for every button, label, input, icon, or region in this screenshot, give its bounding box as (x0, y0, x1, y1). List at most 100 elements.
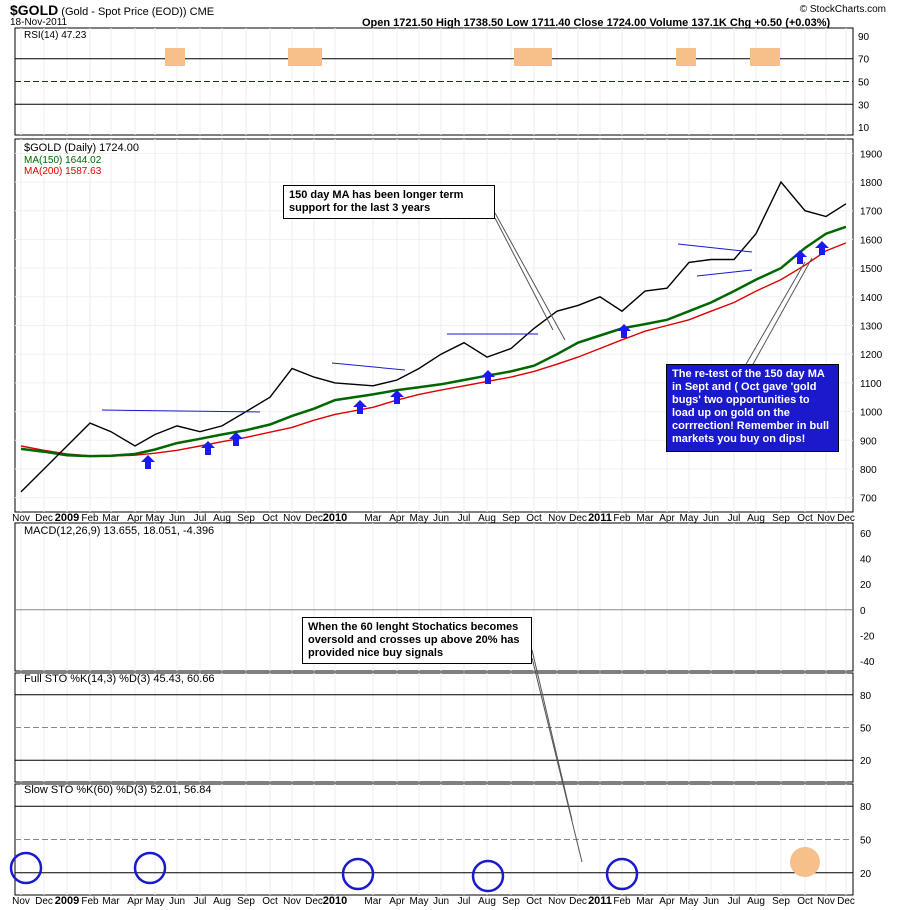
axis-label-bottom: May (410, 896, 429, 907)
axis-label-top: May (146, 513, 165, 524)
axis-label-top: Aug (478, 513, 496, 524)
buy-arrow (481, 370, 495, 384)
annotation-pointer (494, 217, 554, 331)
axis-label-top: Jul (728, 513, 741, 524)
axis-label-bottom: Nov (12, 896, 30, 907)
price-tick: 1200 (860, 350, 883, 361)
axis-label-bottom: Sep (502, 896, 520, 907)
annotation-pointer (751, 257, 813, 367)
macd-label: MACD(12,26,9) 13.655, 18.051, -4.396 (24, 525, 215, 537)
price-tick: 1000 (860, 408, 883, 419)
axis-label-bottom: Apr (389, 896, 405, 907)
axis-label-top: Feb (613, 513, 631, 524)
buy-signal-circle (605, 857, 639, 891)
axis-label-bottom: Mar (364, 896, 382, 907)
axis-label-top: Dec (569, 513, 587, 524)
trend-line (101, 409, 261, 413)
rsi-overbought-highlight (288, 48, 322, 66)
axis-label-bottom: Feb (81, 896, 99, 907)
ma150-line (20, 225, 847, 458)
annotation-pointer (531, 657, 583, 863)
axis-label-bottom: Nov (548, 896, 566, 907)
axis-label-top: Apr (389, 513, 405, 524)
axis-label-bottom: Jun (703, 896, 719, 907)
axis-label-top: Mar (636, 513, 654, 524)
ma200-label: MA(200) 1587.63 (24, 166, 102, 177)
axis-label-top: May (410, 513, 429, 524)
buy-signal-circle (471, 859, 505, 893)
buy-signal-circle (341, 857, 375, 891)
macd-tick: 60 (860, 529, 872, 540)
axis-label-bottom: Oct (262, 896, 278, 907)
axis-label-bottom: Aug (478, 896, 496, 907)
axis-label-top: Dec (35, 513, 53, 524)
axis-label-top: Dec (305, 513, 323, 524)
buy-arrow (353, 400, 367, 414)
price-tick: 800 (860, 465, 877, 476)
rsi-overbought-highlight (514, 48, 552, 66)
axis-label-top: Mar (364, 513, 382, 524)
full-sto-tick: 20 (860, 756, 872, 767)
axis-label-top: Nov (548, 513, 566, 524)
axis-label-bottom: Dec (569, 896, 587, 907)
trend-line (677, 243, 753, 253)
rsi-overbought-highlight (165, 48, 185, 66)
axis-label-bottom: Jun (433, 896, 449, 907)
macd-tick: -20 (860, 631, 875, 642)
rsi-tick: 30 (858, 100, 870, 111)
slow-sto-label: Slow STO %K(60) %D(3) 52.01, 56.84 (24, 784, 212, 796)
axis-label-bottom: Sep (237, 896, 255, 907)
axis-label-top: Jun (703, 513, 719, 524)
axis-label-bottom: Aug (747, 896, 765, 907)
buy-arrow (617, 324, 631, 338)
rsi-label: RSI(14) 47.23 (24, 30, 87, 41)
buy-arrow (141, 455, 155, 469)
axis-label-top: Oct (262, 513, 278, 524)
annotation-retest: The re-test of the 150 day MA in Sept an… (666, 364, 839, 452)
axis-label-bottom: Jul (458, 896, 471, 907)
panel-frame-macd (14, 522, 854, 672)
macd-tick: 40 (860, 555, 872, 566)
annotation-ma-support: 150 day MA has been longer term support … (283, 185, 495, 219)
macd-tick: 20 (860, 580, 872, 591)
price-tick: 1400 (860, 293, 883, 304)
axis-label-bottom: May (146, 896, 165, 907)
full-sto-label: Full STO %K(14,3) %D(3) 45.43, 60.66 (24, 673, 215, 685)
chart-date: 18-Nov-2011 (10, 17, 68, 28)
slow-sto-tick: 20 (860, 869, 872, 880)
buy-arrow (815, 241, 829, 255)
rsi-tick: 90 (858, 32, 870, 43)
axis-label-top: Apr (659, 513, 675, 524)
slow-sto-tick: 50 (860, 836, 872, 847)
axis-label-bottom: Apr (127, 896, 143, 907)
axis-label-top: Apr (127, 513, 143, 524)
axis-label-bottom: May (680, 896, 699, 907)
buy-arrow (390, 390, 404, 404)
macd-tick: 0 (860, 606, 866, 617)
axis-label-top: Dec (837, 513, 855, 524)
axis-label-bottom: Mar (636, 896, 654, 907)
annotation-pointer (744, 261, 806, 367)
rsi-tick: 10 (858, 123, 870, 134)
price-tick: 1500 (860, 264, 883, 275)
price-tick: 1900 (860, 149, 883, 160)
buy-arrow (229, 432, 243, 446)
annotation-pointer (531, 649, 573, 821)
axis-label-bottom: Feb (613, 896, 631, 907)
axis-label-top: Jul (194, 513, 207, 524)
slow-sto-tick: 80 (860, 802, 872, 813)
axis-label-bottom: Dec (837, 896, 855, 907)
full-sto-tick: 80 (860, 691, 872, 702)
buy-signal-circle (9, 851, 43, 885)
symbol-title: $GOLD (Gold - Spot Price (EOD)) CME (10, 2, 215, 18)
axis-label-top: Sep (502, 513, 520, 524)
trend-line (331, 362, 406, 371)
axis-label-top: Jun (433, 513, 449, 524)
axis-label-top: Jun (169, 513, 185, 524)
axis-label-top: Sep (237, 513, 255, 524)
axis-label-top: Nov (817, 513, 835, 524)
axis-label-top: Nov (12, 513, 30, 524)
axis-label-bottom: Jul (728, 896, 741, 907)
buy-arrow (793, 250, 807, 264)
